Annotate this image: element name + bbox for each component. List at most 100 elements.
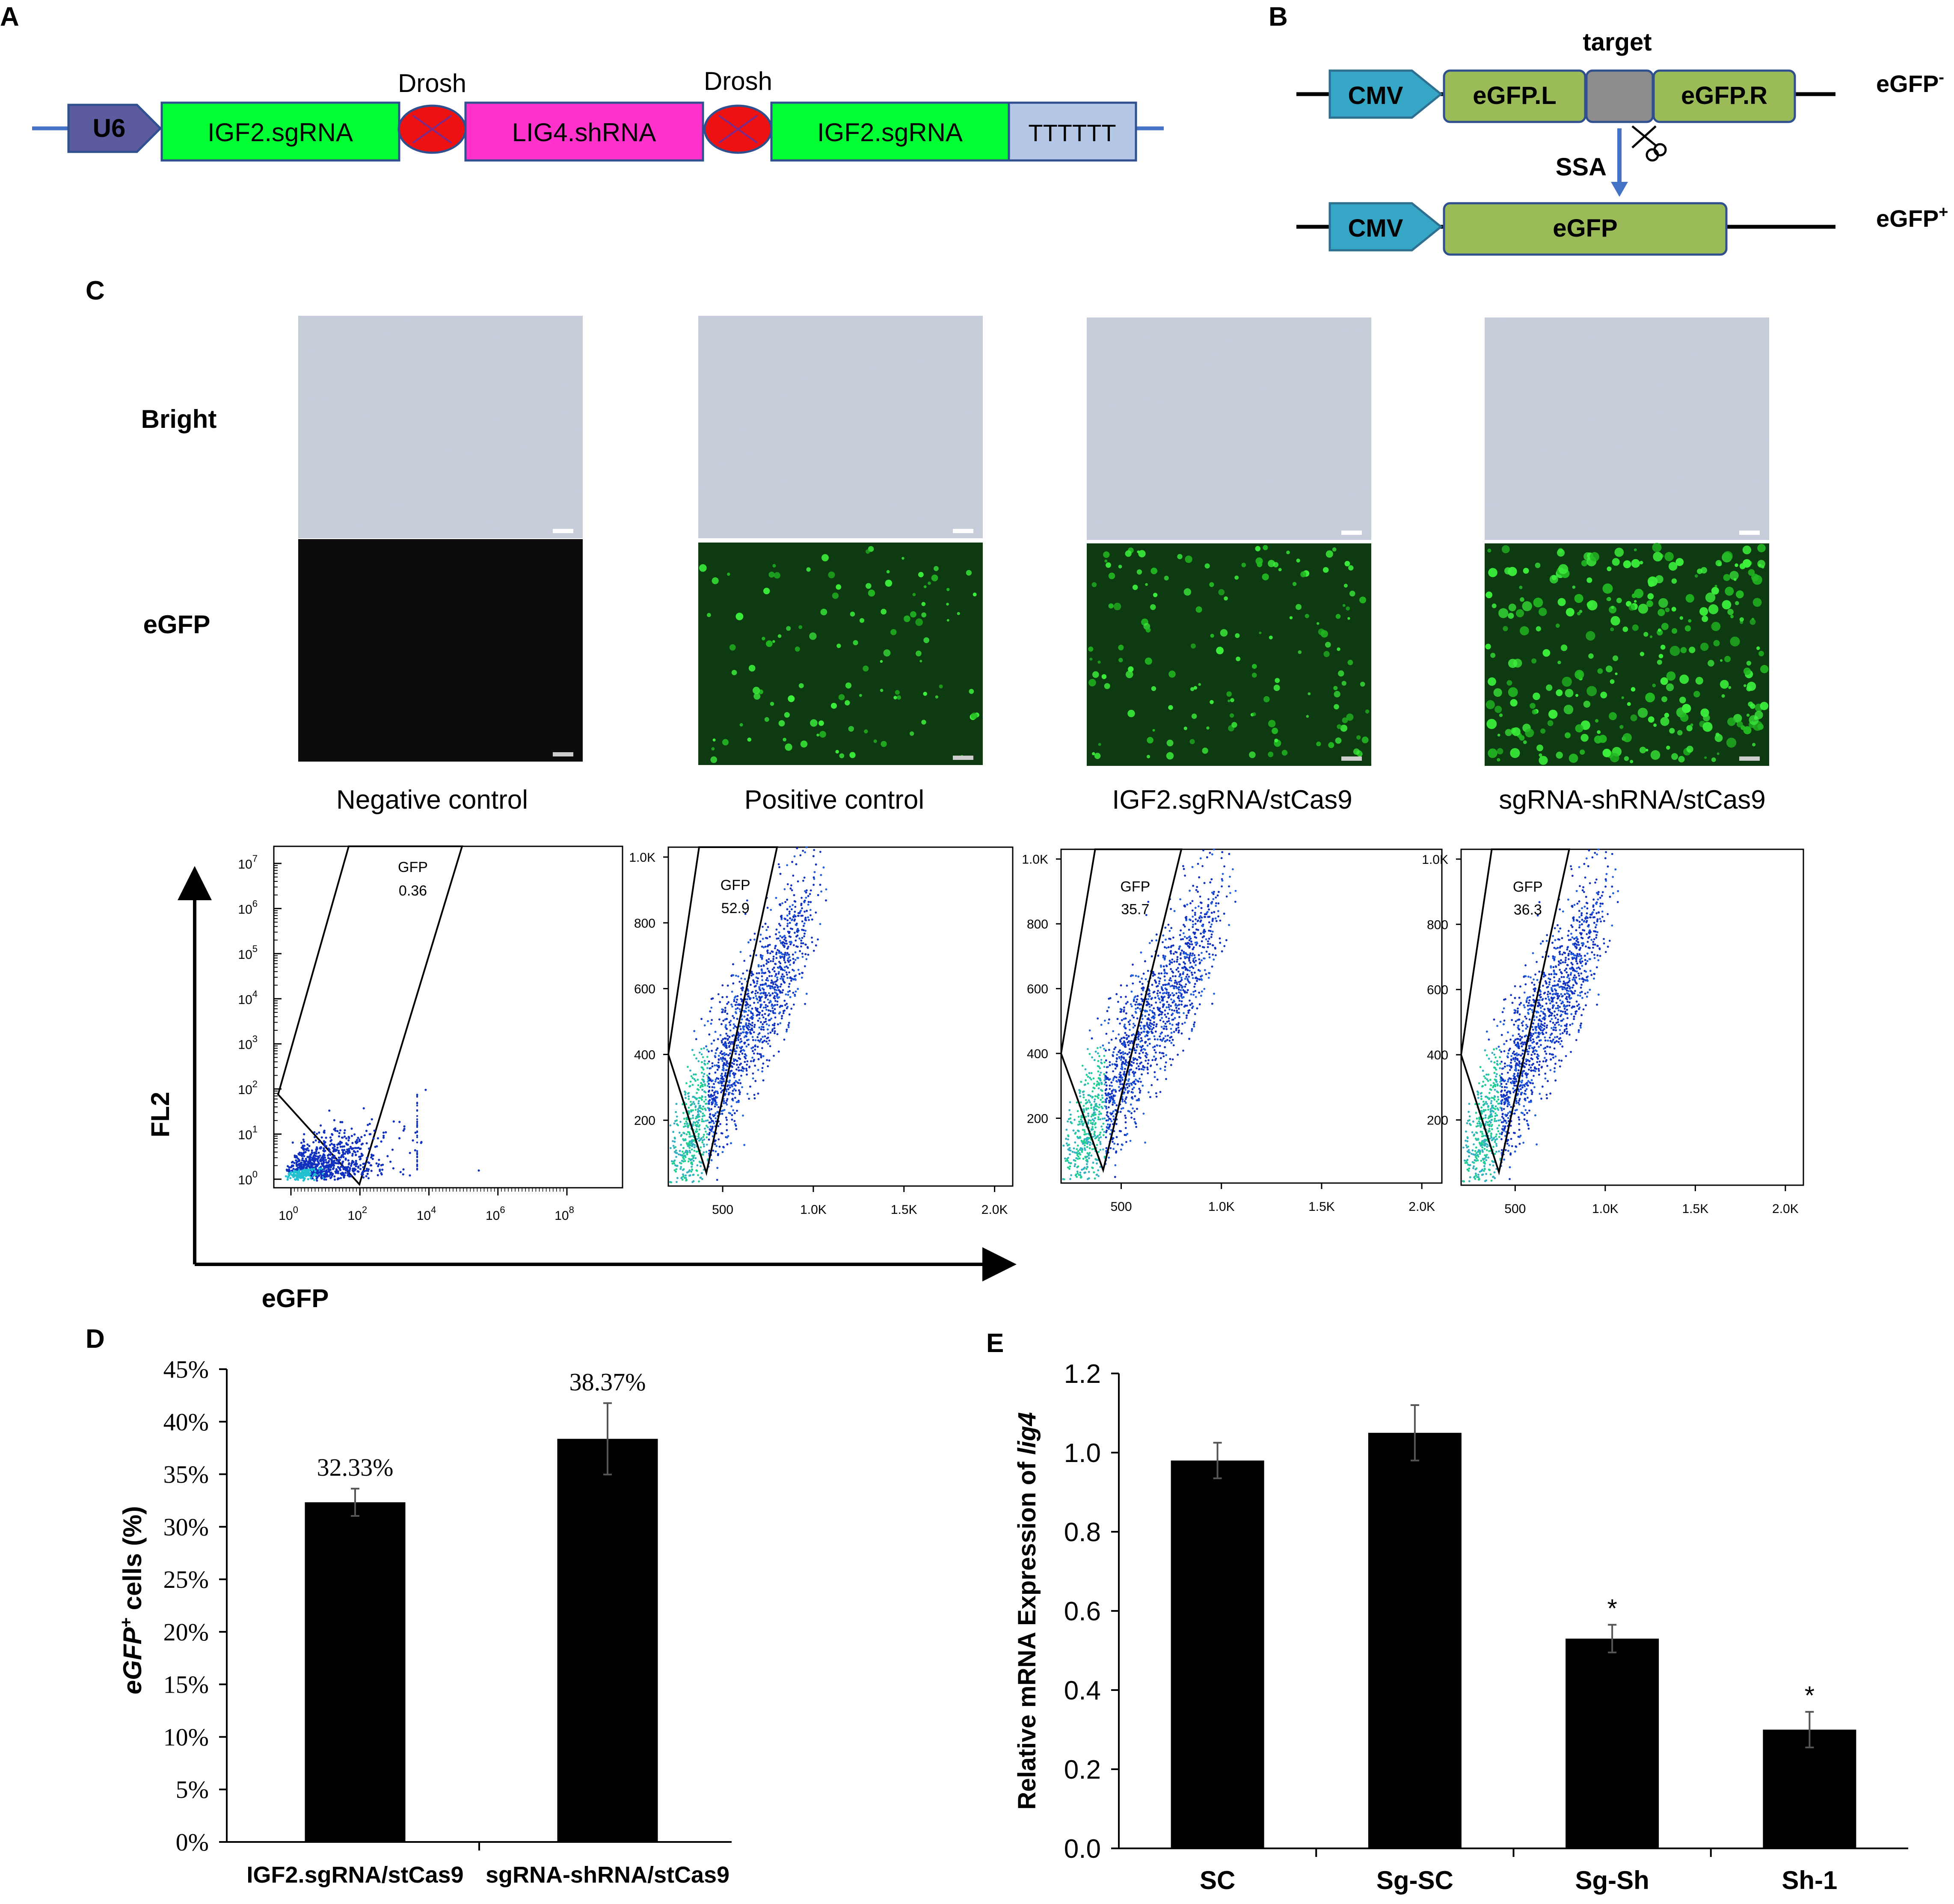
- cell-spot: [1166, 739, 1174, 747]
- cell-spot: [893, 696, 897, 700]
- event-dot: [337, 1172, 339, 1174]
- event-dot: [708, 1060, 710, 1063]
- event-dot: [402, 1173, 404, 1176]
- event-dot: [680, 1144, 682, 1146]
- event-dot: [377, 1137, 380, 1139]
- cell-spot: [1749, 715, 1759, 725]
- event-dot: [676, 1152, 678, 1154]
- event-dot: [706, 1119, 709, 1122]
- event-dot: [799, 950, 801, 952]
- event-dot: [787, 967, 789, 969]
- event-dot: [671, 1163, 674, 1165]
- cell-spot: [1664, 712, 1669, 718]
- event-dot: [342, 1168, 345, 1170]
- event-dot: [801, 956, 804, 958]
- event-dot: [692, 1114, 694, 1117]
- event-dot: [362, 1176, 365, 1179]
- event-dot: [759, 984, 762, 986]
- event-dot: [711, 1019, 713, 1021]
- event-dot: [688, 1106, 690, 1109]
- event-dot: [783, 999, 786, 1002]
- event-dot: [787, 1024, 790, 1026]
- cell-spot: [821, 554, 829, 561]
- cell-spot: [1346, 713, 1354, 721]
- event-dot: [711, 1086, 714, 1088]
- event-dot: [784, 901, 786, 903]
- event-dot: [788, 1013, 791, 1016]
- cell-spot: [1715, 560, 1722, 566]
- event-dot: [804, 1003, 806, 1005]
- event-dot: [332, 1150, 335, 1153]
- event-dot: [789, 922, 791, 924]
- event-dot: [791, 908, 793, 910]
- event-dot: [347, 1159, 350, 1162]
- cell-spot: [1501, 545, 1510, 554]
- cell-spot: [753, 687, 760, 694]
- event-dot: [359, 1164, 362, 1166]
- event-dot: [669, 1124, 672, 1127]
- event-dot: [759, 934, 762, 936]
- cell-spot: [1126, 670, 1133, 678]
- event-dot: [304, 1171, 307, 1173]
- x-tick-label: 1.5K: [1308, 1200, 1335, 1214]
- cell-spot: [1296, 604, 1302, 610]
- event-dot: [294, 1170, 297, 1172]
- cell-spot: [1660, 717, 1669, 726]
- cell-spot: [1556, 751, 1563, 759]
- event-dot: [724, 1007, 726, 1009]
- event-dot: [730, 1003, 732, 1006]
- cell-spot: [1666, 745, 1670, 750]
- cell-spot: [923, 585, 927, 588]
- cell-spot: [784, 712, 790, 718]
- event-dot: [719, 1052, 722, 1054]
- event-dot: [710, 1130, 713, 1133]
- cell-spot: [881, 608, 887, 615]
- gate-value-label: 0.36: [399, 883, 427, 899]
- event-dot: [779, 1022, 782, 1024]
- event-dot: [351, 1153, 354, 1155]
- cell-spot: [1209, 582, 1214, 587]
- event-dot: [338, 1143, 341, 1145]
- cell-spot: [800, 740, 808, 748]
- cell-spot: [1583, 700, 1591, 708]
- cell-spot: [1136, 569, 1142, 575]
- event-dot: [380, 1140, 382, 1143]
- cell-spot: [1228, 700, 1231, 703]
- event-dot: [740, 1062, 742, 1065]
- event-dot: [804, 910, 806, 913]
- event-dot: [747, 1014, 749, 1017]
- event-dot: [350, 1163, 353, 1165]
- event-dot: [723, 1062, 725, 1065]
- event-dot: [420, 1141, 423, 1143]
- event-dot: [315, 1152, 318, 1155]
- event-dot: [759, 1011, 761, 1014]
- cell-spot: [1274, 738, 1278, 743]
- event-dot: [416, 1122, 418, 1124]
- event-dot: [370, 1169, 373, 1172]
- event-dot: [718, 1145, 721, 1148]
- event-dot: [749, 1031, 751, 1033]
- cell-spot: [1729, 571, 1739, 580]
- event-dot: [793, 970, 795, 972]
- event-dot: [790, 884, 792, 887]
- event-dot: [1110, 1120, 1113, 1122]
- event-dot: [768, 970, 770, 973]
- cell-spot: [1216, 647, 1224, 655]
- cell-spot: [1337, 647, 1340, 651]
- event-dot: [718, 1138, 720, 1141]
- cell-spot: [1325, 550, 1333, 558]
- event-dot: [735, 1089, 737, 1092]
- event-dot: [819, 851, 821, 853]
- event-dot: [339, 1121, 342, 1124]
- cell-spot: [1621, 696, 1624, 699]
- event-dot: [735, 1101, 738, 1103]
- event-dot: [736, 1007, 739, 1009]
- cell-spot: [1539, 753, 1542, 757]
- event-dot: [736, 1064, 738, 1066]
- cell-spot: [839, 753, 845, 759]
- event-dot: [729, 1070, 732, 1072]
- event-dot: [793, 855, 796, 857]
- event-dot: [757, 977, 759, 980]
- event-dot: [733, 1063, 735, 1065]
- event-dot: [685, 1082, 688, 1085]
